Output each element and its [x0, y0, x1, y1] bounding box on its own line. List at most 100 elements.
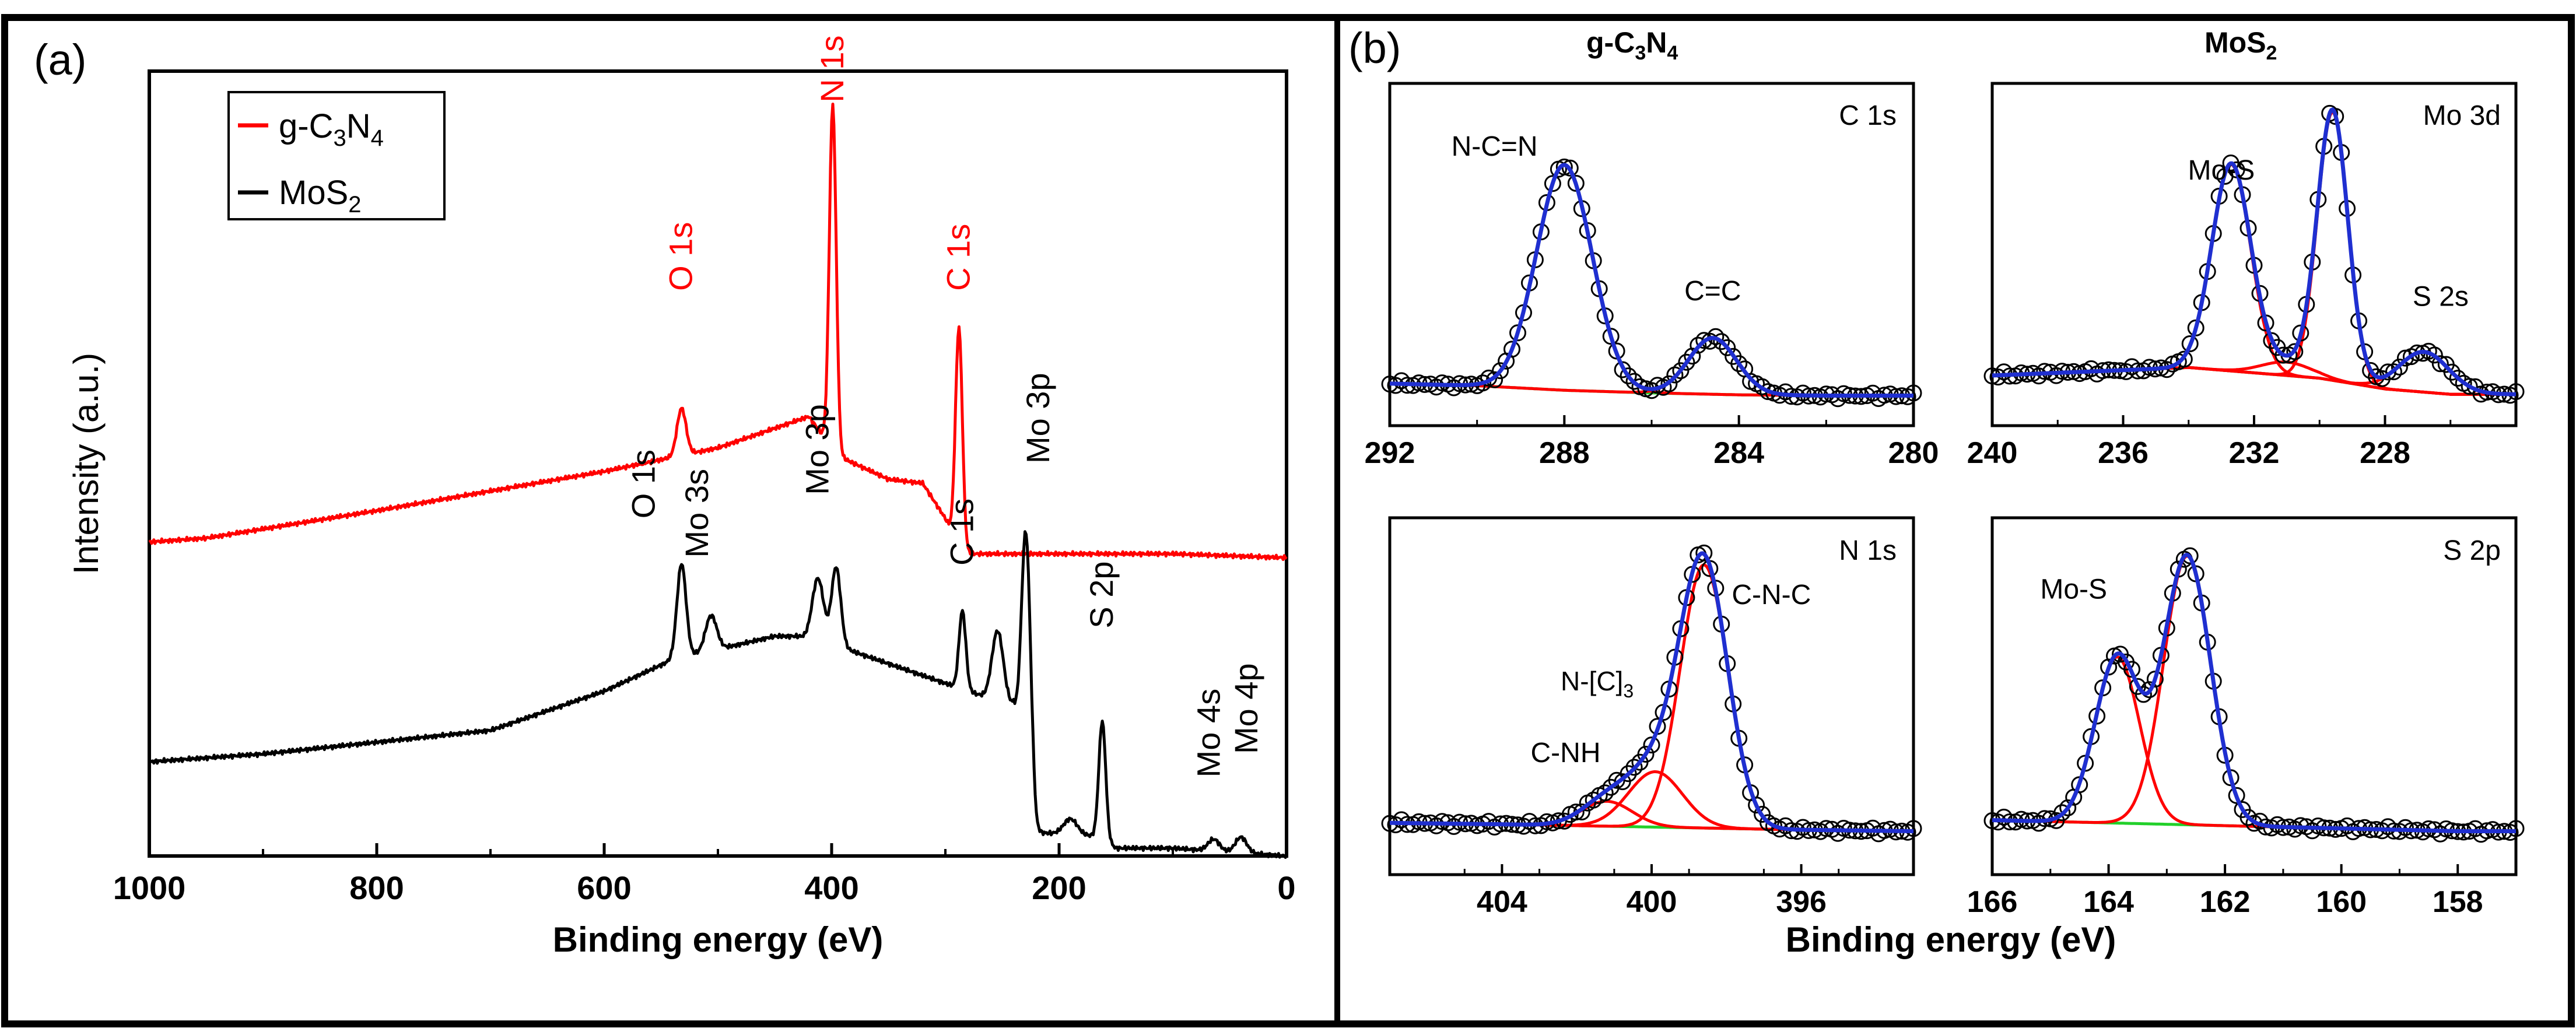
c1s-data-point [1660, 375, 1678, 392]
c1s-data-point [1829, 390, 1846, 408]
n1s-data-point [1620, 765, 1637, 783]
n1s-data-point [1521, 813, 1538, 830]
s2p-x-tick-label: 162 [2200, 885, 2251, 919]
n1s-data-point [1754, 806, 1771, 823]
s2p-data-point [2059, 799, 2077, 816]
c1s-x-tick-label: 280 [1888, 436, 1939, 470]
peak-label-mo-3s-4: Mo 3s [678, 469, 715, 558]
c1s-data-point [1503, 341, 1520, 358]
s2p-envelope-fit [1992, 553, 2516, 833]
panel-a-x-tick-label: 1000 [113, 869, 186, 906]
panel-a-y-axis-title: Intensity (a.u.) [66, 353, 106, 574]
mo3d-data-point [2385, 363, 2402, 381]
peak-label-c-1s-2: C 1s [940, 224, 976, 291]
peak-label-mo-4p-10: Mo 4p [1228, 663, 1264, 754]
s2p-data-point [2304, 822, 2321, 840]
panel-a-curves [148, 103, 1288, 859]
s2p-data-point [2379, 818, 2396, 836]
c1s-x-tick-label: 288 [1539, 436, 1590, 470]
panel-a-x-tick-label: 600 [577, 869, 631, 906]
n1s-data-point [1637, 746, 1655, 763]
subplot-n1s: C-N-C C-NH 404 400 396 N 1s N-[C]3 [1381, 516, 1922, 919]
s2p-x-tick-label: 160 [2316, 885, 2367, 919]
panel-a-annotations: O 1s N 1s C 1s O 1s Mo 3s Mo 3p C 1s Mo 3p S 2p M… [625, 36, 1264, 778]
s2p-x-tick-label: 164 [2083, 885, 2134, 919]
subplot-c1s: N-C=N C=C 292 288 284 280 C 1s [1365, 82, 1939, 470]
c1s-peak-label-0: N-C=N [1452, 131, 1538, 162]
s2p-data-point [1995, 808, 2013, 826]
panel-a: (a) O 1s N 1s C 1s O 1s Mo 3s Mo 3p C 1s Mo 3p S… [34, 36, 1296, 959]
s2p-data-point [2146, 671, 2164, 688]
panel-a-x-axis: 1000 800 600 400 200 0 [113, 843, 1296, 906]
s2p-data-point [2239, 809, 2257, 826]
c1s-data-point [1864, 384, 1881, 402]
mo3d-peak-label-0: Mo-S [2188, 155, 2255, 186]
figure-outer-frame [1, 14, 2575, 1027]
n1s-data-point [1905, 820, 1922, 837]
legend-box [227, 91, 446, 220]
c1s-data-point [1678, 353, 1695, 371]
s2p-data-point [2507, 820, 2525, 837]
s2p-peak-label-0: Mo-S [2040, 574, 2107, 605]
subplot-mo3d-title: Mo 3d [2423, 100, 2501, 131]
c1s-data-point [1905, 384, 1922, 402]
mo3d-data-point [2083, 360, 2100, 377]
mo3d-peak-label-1: S 2s [2413, 281, 2469, 312]
subplot-s2p-frame [1990, 516, 2518, 876]
n1s-data-point [1596, 784, 1614, 802]
s2p-data-point [2466, 820, 2484, 837]
c1s-data-point [1561, 159, 1579, 177]
c1s-data-point [1719, 339, 1736, 356]
peak-label-mo-3p-7: Mo 3p [1019, 373, 1056, 464]
peak-label-s-2p-8: S 2p [1083, 561, 1120, 628]
mo3d-data-point [2175, 350, 2193, 368]
c1s-data-point [1445, 379, 1463, 397]
column-title-mos2: MoS2 [2205, 26, 2277, 64]
n1s-data-point [1567, 804, 1585, 821]
mo3d-data-point [2379, 363, 2396, 381]
survey-spectrum-g-c3n4 [148, 103, 1288, 562]
panel-a-x-tick-label: 200 [1032, 869, 1086, 906]
mo3d-data-point [1995, 363, 2013, 381]
s2p-data-point [2339, 817, 2356, 834]
c1s-data-point [1707, 328, 1725, 345]
mo3d-data-point [2123, 358, 2140, 376]
mo3d-data-point [2048, 367, 2065, 384]
legend-label-g-c3n4: g-C3N4 [279, 107, 384, 151]
subplot-n1s-plot: C-N-C C-NH 404 400 396 [1381, 544, 1922, 919]
c1s-data-point [1666, 366, 1684, 384]
mo3d-data-point [2181, 335, 2199, 352]
panel-b-label: (b) [1348, 24, 1401, 72]
subplot-n1s-label-n-c3: N-[C]3 [1561, 666, 1634, 701]
subplot-n1s-title: N 1s [1839, 535, 1897, 566]
subplot-s2p: Mo-S 166 164 162 160 158 S 2p [1967, 516, 2525, 919]
c1s-data-point [1625, 373, 1643, 390]
panel-a-x-tick-label: 800 [349, 869, 404, 906]
n1s-x-tick-label: 396 [1776, 885, 1827, 919]
mo3d-envelope-fit [1992, 107, 2516, 397]
panel-a-label: (a) [34, 36, 86, 84]
c1s-data-point [1695, 332, 1713, 349]
c1s-data-point [1713, 333, 1730, 350]
mo3d-data-point [2426, 346, 2443, 364]
panel-b: (b) g-C3N4 MoS2 N-C=N C=C 292 288 284 280 C 1… [1348, 24, 2525, 959]
n1s-peak-label-0: C-N-C [1732, 580, 1811, 611]
subplot-c1s-title: C 1s [1839, 100, 1897, 131]
subplot-c1s-plot: N-C=N C=C 292 288 284 280 [1365, 131, 1939, 470]
c1s-data-point [1690, 336, 1707, 354]
subplot-mo3d-plot: Mo-S S 2s 240 236 232 228 [1967, 104, 2525, 470]
s2p-data-point [2053, 804, 2071, 822]
mo3d-x-tick-label: 232 [2229, 436, 2280, 470]
subplot-s2p-plot: Mo-S 166 164 162 160 158 [1967, 547, 2525, 919]
c1s-x-tick-label: 284 [1713, 436, 1764, 470]
survey-spectrum-mos2 [148, 530, 1288, 859]
n1s-data-point [1643, 736, 1660, 754]
c1s-data-point [1602, 328, 1620, 345]
n1s-data-point [1428, 817, 1445, 834]
s2p-data-point [2228, 787, 2245, 804]
n1s-envelope-fit [1390, 551, 1913, 833]
peak-label-o-1s-0: O 1s [663, 222, 699, 291]
peak-label-n-1s-1: N 1s [814, 36, 850, 103]
n1s-peak-label-1: C-NH [1531, 738, 1601, 769]
